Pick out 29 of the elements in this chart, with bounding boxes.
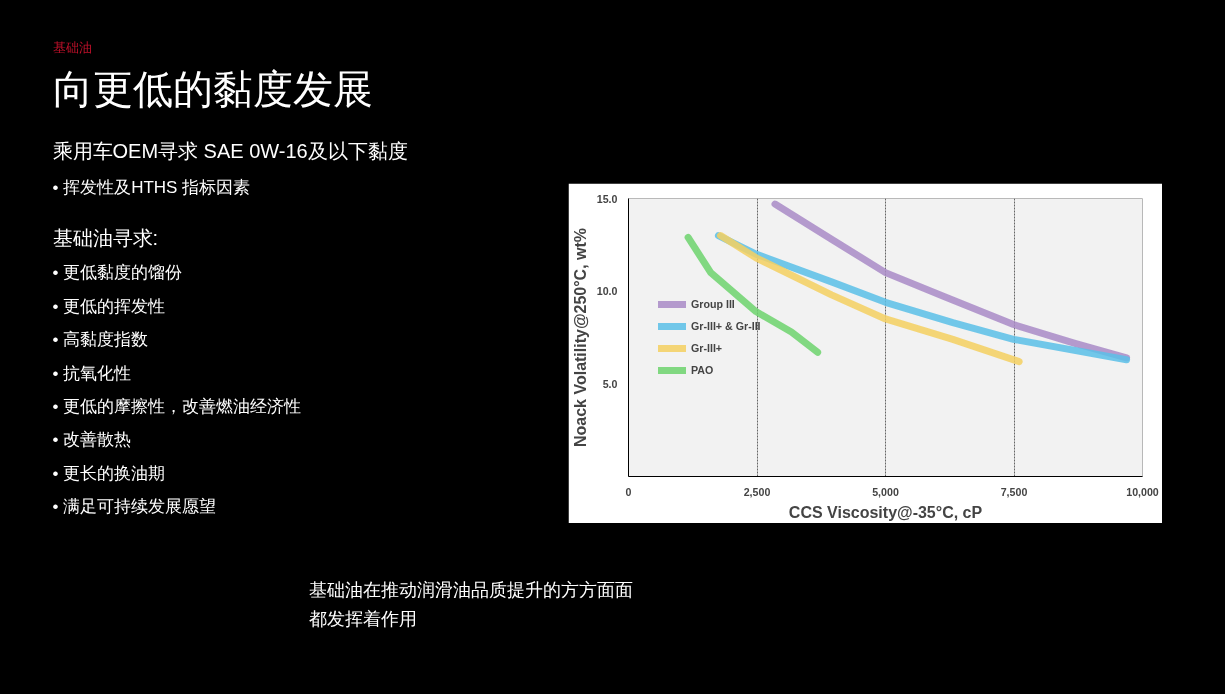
text: 向更低的黏度发展 — [52, 66, 373, 111]
x-tick-label: 0 — [625, 485, 632, 498]
x-tick-label: 7,500 — [1000, 485, 1028, 498]
legend-label: Gr-III+ & Gr-III — [691, 320, 761, 332]
text: 基础油寻求: — [52, 226, 159, 249]
y-tick-label: 10.0 — [596, 285, 618, 298]
text: 都发挥着作用 — [308, 608, 417, 629]
legend-label: Gr-III+ — [691, 342, 723, 354]
text: • 更低黏度的馏份 — [52, 263, 183, 282]
legend-label: PAO — [691, 364, 714, 376]
text: • 满足可持续发展愿望 — [52, 497, 217, 516]
x-tick-label: 2,500 — [743, 485, 771, 498]
text: • 抗氧化性 — [52, 364, 132, 383]
legend-label: Group III — [691, 298, 735, 310]
x-axis-title: CCS Viscosity@-35°C, cP — [788, 503, 983, 521]
text: • 改善散热 — [52, 430, 132, 449]
text: 乘用车OEM寻求 SAE 0W-16及以下黏度 — [52, 139, 408, 162]
x-tick-label: 5,000 — [872, 485, 899, 498]
y-tick-label: 15.0 — [596, 192, 618, 205]
text: 基础油 — [52, 40, 92, 55]
text: • 更低的挥发性 — [52, 297, 166, 316]
y-tick-label: 5.0 — [602, 377, 618, 390]
x-tick-label: 10,000 — [1126, 485, 1159, 498]
text: • 高黏度指数 — [52, 330, 149, 349]
text: • 更长的换油期 — [52, 464, 166, 483]
text: 基础油在推动润滑油品质提升的方方面面 — [308, 579, 633, 600]
y-axis-title: Noack Volatility@250°C, wt% — [571, 227, 589, 448]
text: • 挥发性及HTHS 指标因素 — [52, 178, 251, 197]
text: • 更低的摩擦性，改善燃油经济性 — [52, 397, 302, 416]
